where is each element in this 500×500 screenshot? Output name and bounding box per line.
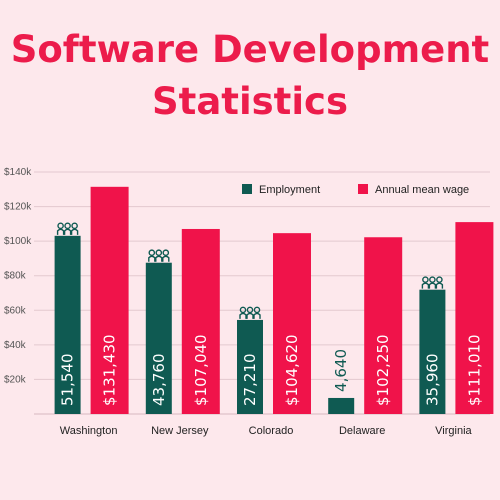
employment-bar	[237, 319, 263, 414]
person-head	[148, 249, 156, 257]
person-head	[64, 222, 71, 230]
person-body	[239, 312, 247, 319]
data-label: $102,250	[374, 334, 392, 406]
category-label: Washington	[60, 425, 118, 437]
data-labels: 51,540 $131,430 43,760 $107,040 27,210 $104,6…	[59, 334, 484, 406]
person-body	[63, 228, 72, 235]
person-head	[253, 306, 261, 314]
bars	[54, 186, 494, 414]
person-head	[162, 249, 170, 257]
wage-bar	[273, 233, 311, 414]
data-label: 4,640	[332, 349, 350, 392]
person-body	[246, 312, 254, 319]
person-body	[148, 255, 156, 262]
employment-bar	[54, 235, 81, 414]
data-label: $111,010	[465, 334, 483, 406]
people-group-icon	[239, 306, 261, 319]
person-body	[428, 282, 437, 289]
person-head	[436, 276, 443, 283]
y-axis-ticks: $20k $40k $60k $80k $100k $120k $140k	[4, 167, 32, 385]
legend-label-wage: Annual mean wage	[375, 184, 469, 196]
people-icons	[56, 222, 444, 319]
data-label: $131,430	[101, 334, 119, 406]
data-label: 43,760	[150, 354, 168, 407]
data-label: 27,210	[241, 354, 259, 407]
legend-swatch-employment	[242, 184, 252, 194]
person-head	[239, 306, 247, 314]
person-body	[253, 312, 261, 319]
person-head	[246, 306, 254, 314]
person-body	[435, 282, 444, 289]
person-head	[57, 222, 64, 230]
person-body	[162, 255, 170, 262]
legend-label-employment: Employment	[259, 184, 320, 196]
wage-bar	[181, 228, 220, 414]
person-head	[71, 222, 78, 230]
employment-bar	[328, 397, 355, 414]
data-label: $104,620	[283, 334, 301, 406]
category-label: Delaware	[339, 425, 385, 437]
person-head	[155, 249, 163, 257]
person-body	[421, 282, 430, 289]
chart-title: Software Development Statistics	[0, 24, 500, 128]
y-tick-label: $140k	[4, 167, 32, 178]
category-label: New Jersey	[151, 425, 209, 437]
data-label: $107,040	[192, 334, 210, 406]
people-group-icon	[56, 222, 79, 235]
chart-title-line-2: Statistics	[151, 80, 349, 123]
person-head	[429, 276, 436, 283]
data-label: 51,540	[59, 354, 77, 407]
person-body	[155, 255, 163, 262]
employment-bar	[419, 289, 446, 414]
people-group-icon	[421, 276, 444, 289]
wage-bar	[455, 222, 494, 414]
y-tick-label: $80k	[4, 271, 27, 282]
y-tick-label: $60k	[4, 305, 27, 316]
category-label: Virginia	[435, 425, 472, 437]
category-label: Colorado	[249, 425, 294, 437]
legend-swatch-wage	[358, 184, 368, 194]
y-tick-label: $100k	[4, 236, 32, 247]
y-tick-label: $40k	[4, 340, 27, 351]
category-labels: Washington New Jersey Colorado Delaware Virg…	[60, 425, 473, 437]
people-group-icon	[148, 249, 170, 262]
person-body	[70, 228, 79, 235]
data-label: 35,960	[423, 354, 441, 407]
y-tick-label: $20k	[4, 374, 27, 385]
wage-bar	[90, 186, 129, 414]
wage-bar	[364, 237, 403, 414]
employment-bar	[145, 262, 172, 414]
person-head	[422, 276, 429, 283]
legend: Employment Annual mean wage	[242, 184, 469, 196]
chart-title-line-1: Software Development	[10, 28, 490, 71]
person-body	[56, 228, 65, 235]
y-tick-label: $120k	[4, 202, 32, 213]
